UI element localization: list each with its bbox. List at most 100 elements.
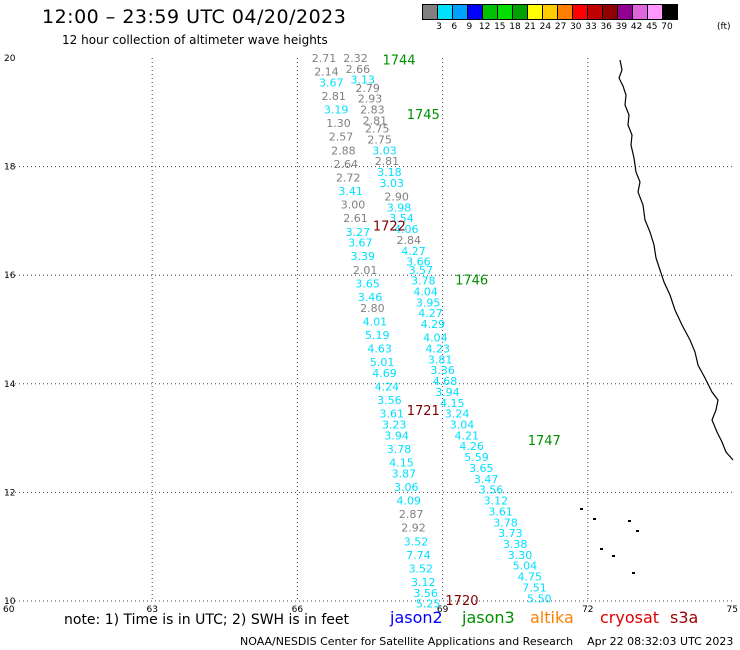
y-tick-label: 18 <box>4 163 16 173</box>
satellite-label-s3a: s3a <box>670 608 699 627</box>
wave-height-value: 3.47 <box>474 473 499 486</box>
wave-height-value: 2.79 <box>355 82 380 95</box>
wave-height-value: 3.18 <box>377 166 402 179</box>
wave-height-value: 2.90 <box>384 190 409 203</box>
y-tick-label: 20 <box>4 54 16 64</box>
wave-height-value: 5.19 <box>365 329 390 342</box>
wave-height-value: 3.19 <box>324 104 349 117</box>
wave-height-value: 3.81 <box>428 353 453 366</box>
legend-label: 6 <box>451 22 458 32</box>
legend-label: 36 <box>600 22 612 32</box>
wave-height-value: 3.03 <box>380 177 405 190</box>
credit-line: NOAA/NESDIS Center for Satellite Applica… <box>240 635 734 648</box>
satellite-label-jason2: jason2 <box>390 608 443 627</box>
wave-height-value: 3.78 <box>493 516 518 529</box>
wave-height-value: 3.41 <box>338 185 363 198</box>
wave-height-value: 3.27 <box>346 226 371 239</box>
wave-height-value: 3.67 <box>319 76 344 89</box>
x-tick-label: 75 <box>727 605 738 615</box>
wave-height-value: 5.01 <box>370 356 395 369</box>
page-subtitle: 12 hour collection of altimeter wave hei… <box>62 33 328 47</box>
wave-height-value: 2.01 <box>353 264 378 277</box>
wave-height-value: 2.88 <box>331 144 356 157</box>
wave-height-value: 2.81 <box>321 90 346 103</box>
legend-label: 15 <box>494 22 506 32</box>
wave-height-value: 2.57 <box>329 131 354 144</box>
wave-height-value: 3.61 <box>488 505 513 518</box>
wave-height-value: 3.94 <box>384 429 409 442</box>
y-tick-label: 14 <box>4 380 16 390</box>
x-tick-label: 72 <box>582 605 593 615</box>
coastline <box>618 59 734 461</box>
legend-label: 39 <box>615 22 628 32</box>
wave-height-value: 3.52 <box>409 562 434 575</box>
wave-height-value: 3.94 <box>435 386 460 399</box>
x-tick-label: 69 <box>437 605 449 615</box>
wave-height-value: 5.25 <box>416 598 441 611</box>
island-mark <box>600 548 603 550</box>
wave-height-value: 2.83 <box>360 104 385 117</box>
wave-height-value: 3.56 <box>413 587 438 600</box>
wave-height-value: 7.51 <box>522 581 547 594</box>
island-mark <box>580 508 583 510</box>
wave-height-value: 4.63 <box>367 343 392 356</box>
wave-height-value: 3.56 <box>377 394 402 407</box>
wave-height-value: 2.72 <box>336 171 361 184</box>
y-tick-label: 16 <box>4 271 16 281</box>
legend-label: 42 <box>630 22 643 32</box>
legend-label: 27 <box>554 22 567 32</box>
wave-height-value: 2.71 <box>312 52 337 65</box>
wave-height-value: 4.27 <box>418 307 443 320</box>
wave-height-value: 3.73 <box>498 527 523 540</box>
wave-height-value: 4.75 <box>517 571 542 584</box>
wave-height-value: 4.68 <box>433 375 458 388</box>
wave-height-value: 3.24 <box>445 408 470 421</box>
wave-height-value: 3.04 <box>450 419 475 432</box>
wave-height-value: 4.04 <box>423 332 448 345</box>
wave-height-value: 2.61 <box>343 212 368 225</box>
wave-height-value: 4.06 <box>394 223 419 236</box>
wave-height-value: 4.15 <box>440 397 465 410</box>
wave-height-value: 2.14 <box>314 66 339 79</box>
y-tick-label: 12 <box>4 488 15 498</box>
wave-height-value: 2.64 <box>334 158 359 171</box>
wave-height-value: 3.66 <box>406 256 431 269</box>
satellite-label-altika: altika <box>530 608 574 627</box>
pass-time-label: 1746 <box>455 274 488 289</box>
wave-height-value: 3.57 <box>409 264 434 277</box>
wave-height-value: 1.30 <box>326 117 351 130</box>
x-tick-label: 60 <box>3 605 15 615</box>
pass-time-label: 1744 <box>382 54 415 69</box>
x-tick-label: 66 <box>292 605 304 615</box>
legend-unit: (ft) <box>717 22 731 32</box>
wave-height-value: 2.75 <box>365 123 390 136</box>
wave-height-value: 3.65 <box>469 462 494 475</box>
wave-height-value: 3.39 <box>350 250 375 263</box>
wave-height-value: 4.29 <box>421 318 446 331</box>
pass-time-label: 1747 <box>528 434 561 449</box>
island-mark <box>593 518 596 520</box>
wave-height-value: 3.12 <box>411 576 436 589</box>
wave-height-value: 3.78 <box>387 443 412 456</box>
wave-height-value: 4.27 <box>401 245 426 258</box>
wave-height-value: 3.78 <box>411 275 436 288</box>
wave-height-value: 2.81 <box>363 114 388 127</box>
island-mark <box>636 530 639 532</box>
wave-height-value: 5.04 <box>513 560 538 573</box>
wave-height-value: 2.66 <box>346 63 371 76</box>
legend-label: 9 <box>466 22 473 32</box>
footnote: note: 1) Time is in UTC; 2) SWH is in fe… <box>64 612 350 628</box>
legend-label: 30 <box>570 22 582 32</box>
wave-height-value: 3.06 <box>394 481 419 494</box>
legend-label: 3 <box>436 22 442 32</box>
wave-height-value: 4.15 <box>389 457 414 470</box>
wave-height-value: 2.87 <box>399 508 424 521</box>
wave-height-value: 4.01 <box>363 315 388 328</box>
wave-height-value: 3.12 <box>484 495 509 508</box>
wave-height-value: 5.59 <box>464 451 489 464</box>
page-title: 12:00 – 23:59 UTC 04/20/2023 <box>42 6 347 28</box>
color-legend-labels: 3 6 9 12 15 18 21 24 27 30 33 36 39 42 45 70 <box>422 22 740 36</box>
wave-height-value: 3.95 <box>416 296 441 309</box>
wave-height-value: 3.30 <box>508 549 533 562</box>
